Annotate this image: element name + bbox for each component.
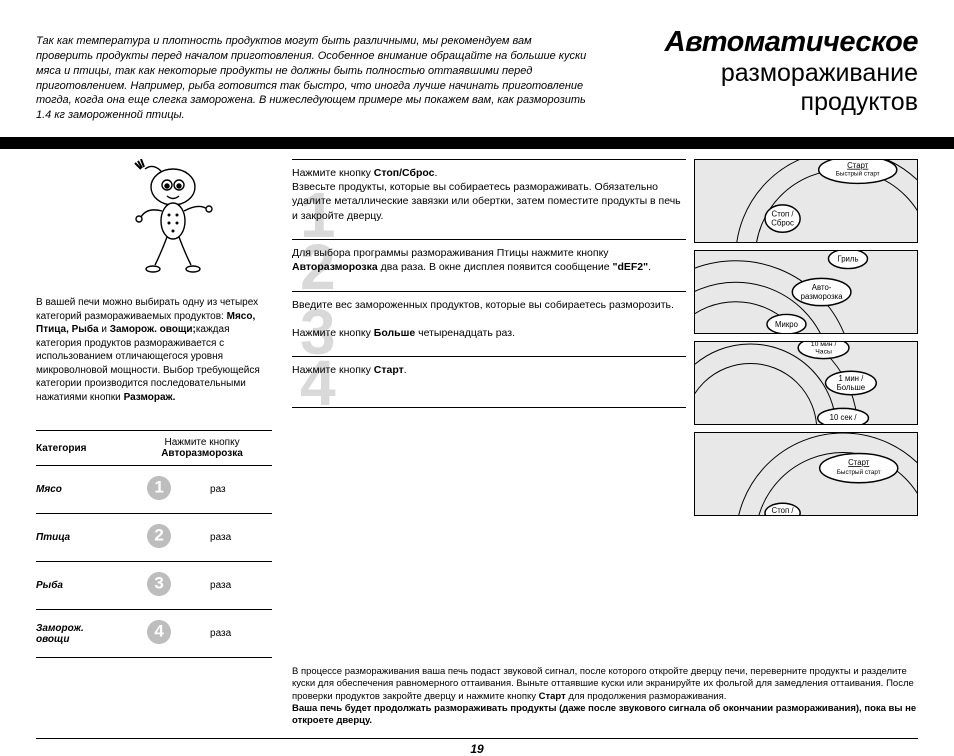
step-item: 3 Введите вес замороженных продуктов, ко…: [292, 291, 686, 357]
table-header-category: Категория: [36, 431, 132, 466]
number-circle-icon: [147, 524, 171, 548]
svg-text:Старт: Старт: [848, 458, 870, 467]
svg-text:Быстрый старт: Быстрый старт: [836, 170, 880, 178]
svg-text:10 мин /: 10 мин /: [811, 342, 837, 348]
category-table: Категория Нажмите кнопку Авторазморозка …: [36, 430, 272, 658]
title-line3: продуктов: [665, 88, 918, 117]
number-circle-icon: [147, 572, 171, 596]
step-text: Для выбора программы размораживания Птиц…: [292, 246, 686, 274]
svg-text:Стоп /: Стоп /: [772, 506, 795, 515]
table-row: Заморож.овощи раза: [36, 610, 272, 658]
title-line1: Автоматическое: [665, 26, 918, 59]
svg-text:Быстрый старт: Быстрый старт: [837, 468, 881, 476]
svg-text:10 сек /: 10 сек /: [830, 413, 858, 422]
step-text: Нажмите кнопку Стоп/Сброс.Взвесьте проду…: [292, 166, 686, 223]
panel-2: Гриль Авто- разморозка Микро: [694, 250, 918, 334]
table-row: Рыба раза: [36, 562, 272, 610]
svg-text:Гриль: Гриль: [837, 255, 858, 264]
step-item: 1 Нажмите кнопку Стоп/Сброс.Взвесьте про…: [292, 159, 686, 239]
black-divider: [0, 137, 954, 149]
page-title: Автоматическое размораживание продуктов: [665, 26, 918, 117]
page-number: 19: [36, 738, 918, 756]
step-number: 4: [300, 351, 336, 415]
table-row: Мясо раз: [36, 466, 272, 514]
svg-text:Сброс: Сброс: [771, 218, 794, 227]
svg-text:1 мин /: 1 мин /: [838, 374, 864, 383]
number-circle-icon: [147, 620, 171, 644]
table-header-button: Нажмите кнопку Авторазморозка: [132, 431, 272, 466]
intro-text: Так как температура и плотность продукто…: [36, 34, 591, 123]
svg-text:Стоп /: Стоп /: [772, 210, 795, 219]
svg-text:Микро: Микро: [775, 320, 799, 329]
panel-4: Старт Быстрый старт Стоп /: [694, 432, 918, 516]
panel-1: Старт Быстрый старт Стоп / Сброс: [694, 159, 918, 243]
step-item: 4 Нажмите кнопку Старт.: [292, 356, 686, 408]
footer-text: В процессе размораживания ваша печь пода…: [36, 666, 918, 728]
steps-list: 1 Нажмите кнопку Стоп/Сброс.Взвесьте про…: [292, 159, 686, 658]
svg-text:Часы: Часы: [815, 349, 832, 356]
sidebar-description: В вашей печи можно выбирать одну из четы…: [36, 296, 272, 404]
mascot-icon: [36, 159, 272, 290]
svg-text:Авто-: Авто-: [812, 283, 832, 292]
step-item: 2 Для выбора программы размораживания Пт…: [292, 239, 686, 291]
svg-text:Старт: Старт: [847, 161, 869, 170]
number-circle-icon: [147, 476, 171, 500]
step-text: Нажмите кнопку Старт.: [292, 363, 686, 377]
svg-text:разморозка: разморозка: [801, 292, 844, 301]
table-row: Птица раза: [36, 514, 272, 562]
svg-text:Больше: Больше: [837, 383, 866, 392]
panel-3: 10 мин / Часы 1 мин / Больше 10 сек /: [694, 341, 918, 425]
title-line2: размораживание: [665, 59, 918, 88]
step-text: Введите вес замороженных продуктов, кото…: [292, 298, 686, 341]
control-panels: Старт Быстрый старт Стоп / Сброс Гриль А…: [694, 159, 918, 658]
